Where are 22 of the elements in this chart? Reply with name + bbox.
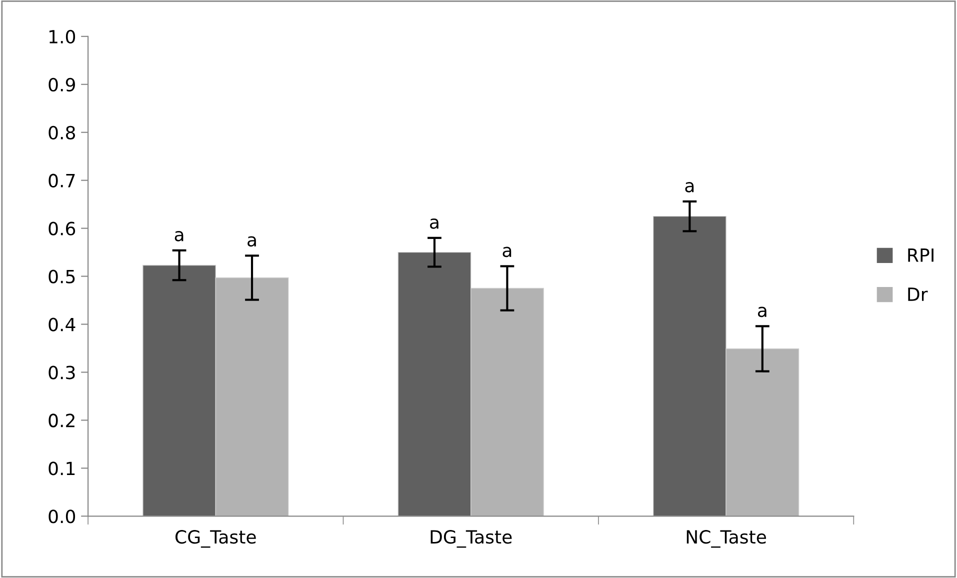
x-tick-label: CG_Taste (175, 530, 256, 548)
annotation: a (248, 236, 256, 247)
x-tick-label: DG_Taste (430, 530, 512, 548)
y-tick-label: 0.4 (48, 318, 76, 332)
annotation: a (502, 246, 512, 258)
annotation: a (174, 230, 184, 242)
legend-label: Dr (908, 288, 928, 301)
y-tick-label: 0.7 (48, 174, 75, 188)
annotation: a (685, 182, 694, 192)
y-tick-label: 0.2 (48, 414, 74, 428)
legend-label: RPI (908, 248, 934, 262)
y-tick-label: 0.0 (48, 510, 76, 524)
y-tick-label: 0.1 (48, 462, 75, 476)
x-tick-label: NC_Taste (686, 530, 766, 548)
y-tick-label: 0.9 (48, 78, 75, 92)
annotation: a (758, 306, 766, 318)
annotation: a (430, 218, 438, 229)
y-tick-label: 1.0 (50, 30, 76, 44)
y-tick-label: 0.3 (48, 366, 75, 380)
y-tick-label: 0.5 (48, 270, 75, 284)
y-tick-label: 0.6 (48, 222, 76, 236)
y-tick-label: 0.8 (48, 126, 76, 140)
